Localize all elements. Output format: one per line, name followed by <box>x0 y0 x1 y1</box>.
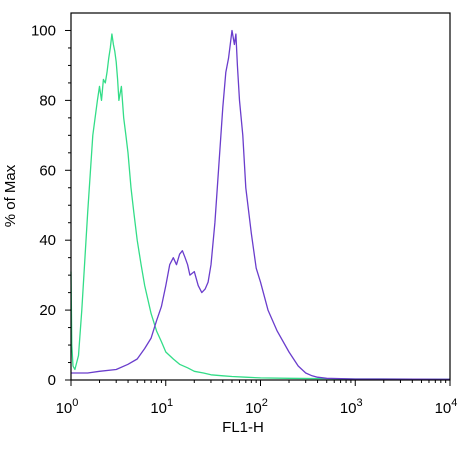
series-layer <box>70 29 451 380</box>
series-line-2 <box>71 29 451 380</box>
y-tick-label: 20 <box>39 302 56 319</box>
x-axis-title: FL1-H <box>222 419 264 436</box>
ticks-layer: 0 20 40 60 80 100 100 101 102 103 104 <box>31 22 457 417</box>
y-tick-label: 80 <box>39 92 56 109</box>
x-tick-label: 102 <box>245 397 268 417</box>
series-line-1 <box>70 33 451 380</box>
x-tick-label: 100 <box>56 397 79 417</box>
y-tick-label: 100 <box>31 22 56 39</box>
x-tick-label: 103 <box>340 397 363 417</box>
y-axis-title: % of Max <box>2 164 19 227</box>
y-tick-label: 60 <box>39 162 56 179</box>
y-tick-label: 40 <box>39 232 56 249</box>
y-tick-label: 0 <box>48 372 56 389</box>
x-tick-label: 104 <box>435 397 458 417</box>
x-tick-label: 101 <box>150 397 173 417</box>
